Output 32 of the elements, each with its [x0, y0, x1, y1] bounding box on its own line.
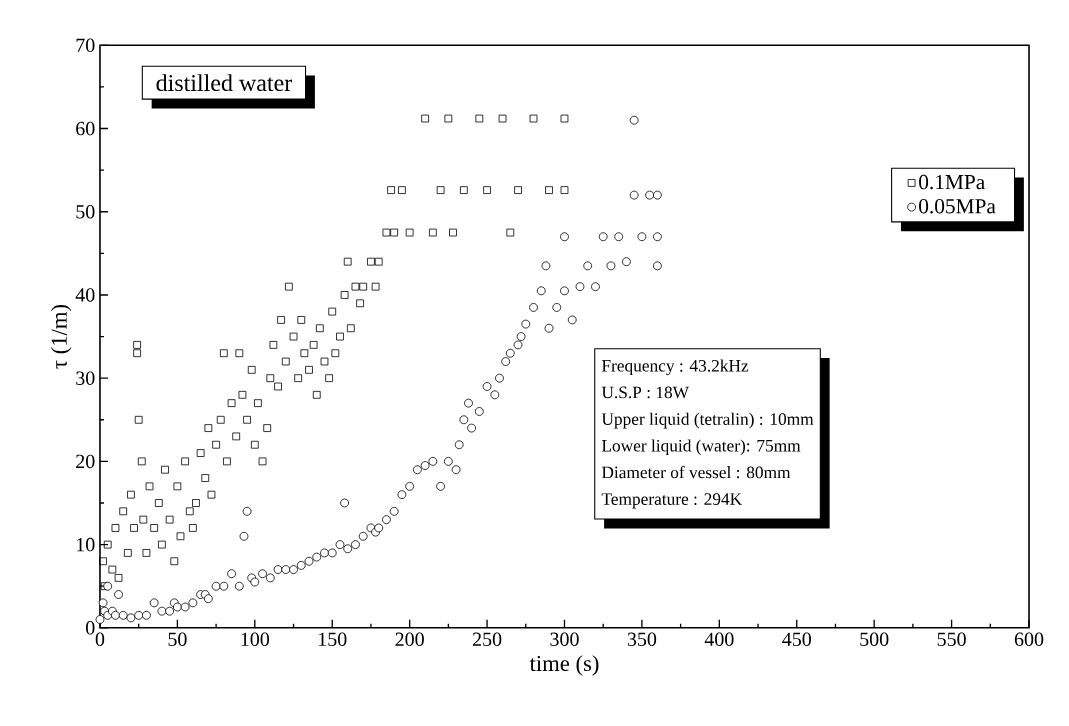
y-tick-label: 0	[86, 621, 95, 635]
x-tick-label: 550	[937, 632, 966, 647]
x-tick-label: 0	[95, 632, 105, 647]
legend-label: 0.1MPa	[919, 174, 985, 190]
y-tick-label: 60	[76, 121, 95, 136]
x-tick-label: 200	[395, 632, 424, 647]
x-tick-label: 250	[472, 632, 502, 647]
y-tick-label: 20	[76, 454, 95, 469]
x-tick-label: 600	[1014, 632, 1044, 647]
y-tick-label: 70	[76, 38, 95, 53]
annotation: U.S.P : 18W	[601, 386, 689, 399]
x-tick-label: 100	[241, 632, 270, 647]
x-tick-label: 150	[318, 632, 347, 647]
x-tick-label: 500	[860, 632, 889, 647]
y-tick-label: 40	[75, 288, 95, 302]
x-tick-label: 450	[782, 632, 811, 647]
x-tick-label: 50	[168, 632, 187, 647]
y-tick-label: 30	[76, 371, 95, 386]
legend-label: 0.05MPa	[919, 199, 996, 214]
x-tick-label: 400	[704, 632, 734, 647]
x-tick-label: 300	[550, 632, 579, 647]
annotation: Temperature : 294K	[601, 493, 742, 509]
annotation: Diameter of vessel : 80mm	[601, 465, 791, 479]
annotation: Frequency : 43.2kHz	[601, 359, 749, 376]
y-tick-label: 50	[76, 205, 95, 219]
annotation: Lower liquid (water): 75mm	[601, 439, 801, 456]
x-tick-label: 350	[627, 632, 657, 647]
y-axis-title: τ (1/m)	[50, 305, 72, 369]
x-axis-title: time (s)	[529, 655, 599, 676]
y-tick-label: 10	[77, 537, 95, 552]
annotation: distilled water	[156, 74, 293, 92]
annotation: Upper liquid (tetralin) : 10mm	[601, 412, 814, 429]
